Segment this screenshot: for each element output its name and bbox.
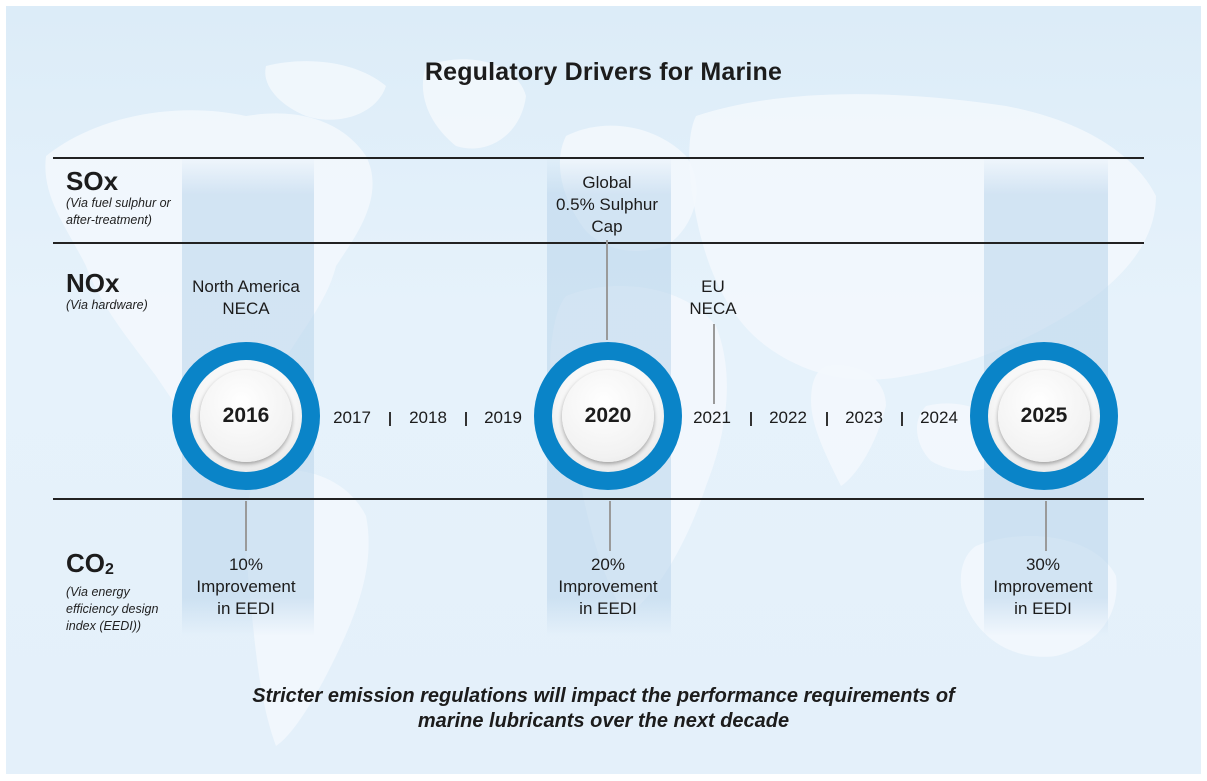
divider-sox-nox: [53, 242, 1144, 244]
co2-label: CO2: [66, 549, 158, 584]
event-na-neca-line1: North America: [192, 277, 300, 296]
year-2024: 2024: [920, 408, 958, 427]
connector-co2-2020: [609, 501, 611, 551]
co2-target-2020-line3: in EEDI: [579, 599, 637, 618]
co2-target-2020-line1: 20%: [590, 555, 626, 574]
nox-row-label: NOx (Via hardware): [66, 269, 148, 314]
nox-note-line1: (Via hardware): [66, 298, 148, 312]
co2-target-2025-line2: Improvement: [993, 577, 1093, 596]
sox-note-line2: after-treatment): [66, 213, 152, 227]
connector-eu-neca: [713, 324, 715, 404]
page-title: Regulatory Drivers for Marine: [424, 58, 783, 86]
divider-top: [53, 157, 1144, 159]
year-2021: 2021: [693, 408, 731, 427]
nox-label: NOx: [66, 268, 120, 298]
milestone-2020: 2020: [534, 342, 682, 490]
year-tick: [389, 412, 391, 426]
diagram-canvas: Regulatory Drivers for Marine SOx (Via f…: [6, 6, 1201, 774]
event-sulphur-cap-line2: 0.5% Sulphur: [555, 195, 659, 214]
co2-row-label: CO2 (Via energy efficiency design index …: [66, 549, 158, 635]
year-2019: 2019: [484, 408, 522, 427]
year-2018: 2018: [409, 408, 447, 427]
year-2022: 2022: [769, 408, 807, 427]
co2-target-2025-line1: 30%: [1025, 555, 1061, 574]
milestone-year-2016: 2016: [200, 370, 292, 462]
milestone-year-2020: 2020: [562, 370, 654, 462]
co2-note-line3: index (EEDI)): [66, 619, 142, 633]
connector-sulphur-cap: [606, 240, 608, 340]
co2-target-2025: 30% Improvement in EEDI: [993, 554, 1092, 620]
sox-row-label: SOx (Via fuel sulphur or after-treatment…: [66, 167, 171, 229]
co2-note-line1: (Via energy: [66, 585, 130, 599]
event-eu-neca-line1: EU: [701, 277, 725, 296]
connector-co2-2016: [245, 501, 247, 551]
co2-label-main: CO: [66, 548, 105, 578]
sox-note-line1: (Via fuel sulphur or: [66, 196, 171, 210]
event-eu-neca-line2: NECA: [689, 299, 737, 318]
event-sulphur-cap-line1: Global: [582, 173, 632, 192]
year-tick: [465, 412, 467, 426]
co2-target-2016-line1: 10%: [228, 555, 264, 574]
divider-nox-co2: [53, 498, 1144, 500]
year-tick: [826, 412, 828, 426]
co2-target-2025-line3: in EEDI: [1014, 599, 1072, 618]
connector-co2-2025: [1045, 501, 1047, 551]
footer-line1: Stricter emission regulations will impac…: [252, 685, 955, 707]
co2-target-2020-line2: Improvement: [558, 577, 658, 596]
event-eu-neca: EU NECA: [689, 276, 736, 320]
event-sulphur-cap: Global 0.5% Sulphur Cap: [556, 172, 658, 238]
co2-target-2020: 20% Improvement in EEDI: [558, 554, 657, 620]
milestone-year-2025: 2025: [998, 370, 1090, 462]
co2-target-2016-line3: in EEDI: [217, 599, 275, 618]
year-tick: [750, 412, 752, 426]
event-na-neca-line2: NECA: [222, 299, 270, 318]
year-2017: 2017: [333, 408, 371, 427]
year-tick: [901, 412, 903, 426]
milestone-2016: 2016: [172, 342, 320, 490]
co2-target-2016: 10% Improvement in EEDI: [196, 554, 295, 620]
co2-note-line2: efficiency design: [66, 602, 159, 616]
event-sulphur-cap-line3: Cap: [591, 217, 623, 236]
sox-label: SOx: [66, 166, 119, 196]
footer-statement: Stricter emission regulations will impac…: [6, 684, 1201, 734]
milestone-2025: 2025: [970, 342, 1118, 490]
event-north-america-neca: North America NECA: [192, 276, 300, 320]
co2-target-2016-line2: Improvement: [196, 577, 296, 596]
footer-line2: marine lubricants over the next decade: [417, 710, 790, 732]
co2-label-subscript: 2: [105, 561, 114, 578]
year-2023: 2023: [845, 408, 883, 427]
